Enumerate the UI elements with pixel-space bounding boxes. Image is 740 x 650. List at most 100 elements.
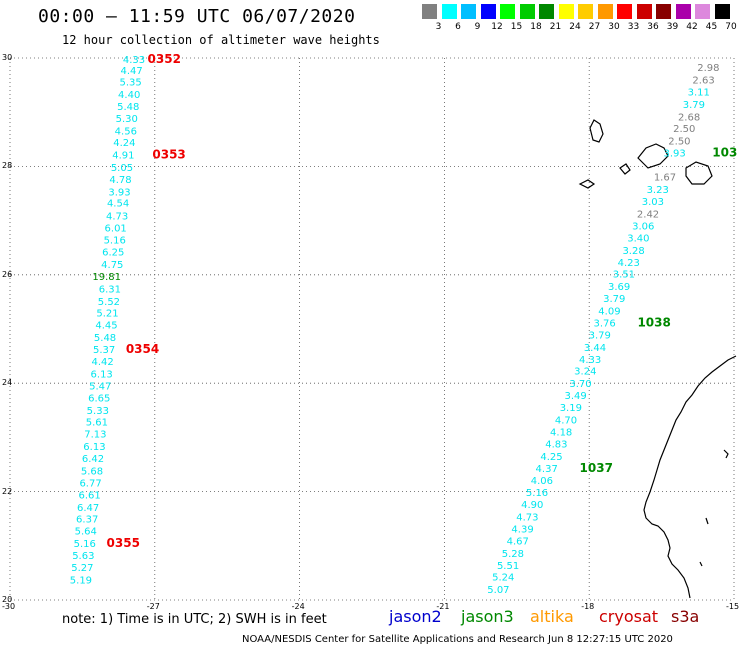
wave-height-value: 5.28 <box>502 549 524 560</box>
wave-height-value: 6.65 <box>88 393 110 404</box>
latitude-label: 20 <box>2 595 13 604</box>
track-east: 2.982.633.113.792.682.502.503.931.673.23… <box>487 63 719 596</box>
longitude-label: -15 <box>726 602 740 611</box>
scale-label: 39 <box>666 22 679 32</box>
wave-height-value: 4.67 <box>507 536 529 547</box>
satellite-jason3: jason3 <box>461 607 514 626</box>
satellite-jason2: jason2 <box>389 607 442 626</box>
island-gran-canaria <box>685 161 713 185</box>
scale-swatch <box>480 4 496 19</box>
wave-height-value: 3.49 <box>565 391 587 402</box>
scale-label: 27 <box>588 22 601 32</box>
wave-height-value: 3.24 <box>574 367 596 378</box>
wave-height-value: 4.90 <box>521 500 543 511</box>
wave-height-value: 5.27 <box>71 563 93 574</box>
scale-swatch <box>441 4 457 19</box>
wave-height-value: 2.63 <box>692 76 714 87</box>
scale-swatch <box>714 4 730 19</box>
wave-height-value: 5.33 <box>87 406 109 417</box>
scale-label: 21 <box>549 22 562 32</box>
wave-height-value: 4.83 <box>545 439 567 450</box>
longitude-label: -24 <box>291 602 305 611</box>
pass-time-label: 0352 <box>148 52 181 66</box>
pass-time-label: 1037 <box>580 461 613 475</box>
wave-height-value: 19.81 <box>92 272 121 283</box>
longitude-label: -21 <box>436 602 450 611</box>
wave-height-value: 4.42 <box>92 357 114 368</box>
wave-height-value: 6.47 <box>77 503 99 514</box>
coastline <box>578 119 737 599</box>
wave-height-value: 4.78 <box>109 175 131 186</box>
wave-height-value: 6.13 <box>91 369 113 380</box>
scale-swatch <box>558 4 574 19</box>
wave-height-value: 3.93 <box>663 148 685 159</box>
wave-height-value: 3.44 <box>584 343 606 354</box>
pass-times: 0352035303540355103103810371036 <box>107 52 738 550</box>
wave-height-value: 3.79 <box>603 294 625 305</box>
scale-label: 3 <box>435 22 442 32</box>
altimeter-tracks: 4.334.475.354.405.485.304.564.244.915.05… <box>70 55 720 596</box>
wave-height-value: 5.07 <box>487 585 509 596</box>
wave-height-value: 6.31 <box>99 284 121 295</box>
pass-time-label: 1038 <box>637 315 670 329</box>
wave-height-value: 6.37 <box>76 515 98 526</box>
island-la-gomera <box>619 163 631 175</box>
wave-height-value: 6.61 <box>78 490 100 501</box>
scale-swatch <box>519 4 535 19</box>
scale-swatch <box>461 4 476 19</box>
wave-height-value: 5.19 <box>70 575 92 586</box>
scale-swatch <box>578 4 593 19</box>
map-subtitle: 12 hour collection of altimeter wave hei… <box>62 33 380 47</box>
wave-height-value: 4.24 <box>113 138 135 149</box>
island-el-hierro <box>578 179 596 189</box>
wave-height-value: 3.79 <box>683 100 705 111</box>
wave-height-value: 4.33 <box>579 355 601 366</box>
satellite-altika: altika <box>530 607 574 626</box>
scale-label: 33 <box>627 22 640 32</box>
wave-height-value: 5.48 <box>94 333 116 344</box>
wave-height-value: 4.75 <box>101 260 123 271</box>
track-west: 4.334.475.354.405.485.304.564.244.915.05… <box>70 55 145 586</box>
wave-height-value: 5.16 <box>526 488 548 499</box>
wave-height-value: 4.23 <box>618 258 640 269</box>
satellite-s3a: s3a <box>671 607 700 626</box>
wave-height-value: 4.47 <box>120 66 142 77</box>
wave-height-value: 3.70 <box>569 379 591 390</box>
scale-label: 36 <box>647 22 659 32</box>
wave-height-value: 5.61 <box>86 418 108 429</box>
wave-height-value: 5.35 <box>120 77 142 88</box>
wave-height-value: 5.16 <box>74 539 96 550</box>
wave-height-value: 3.06 <box>632 221 654 232</box>
longitude-label: -30 <box>2 602 16 611</box>
scale-swatch <box>617 4 632 19</box>
wave-height-value: 4.73 <box>106 212 128 223</box>
scale-label: 6 <box>455 22 461 32</box>
wave-height-value: 5.05 <box>111 163 133 174</box>
wave-height-value: 2.50 <box>668 136 690 147</box>
wave-height-value: 4.18 <box>550 427 572 438</box>
scale-label: 70 <box>725 22 737 32</box>
scale-swatch <box>500 4 515 19</box>
wave-height-value: 6.13 <box>83 442 105 453</box>
scale-swatch <box>675 4 691 19</box>
legend-note: note: 1) Time is in UTC; 2) SWH is in fe… <box>62 612 327 627</box>
wave-height-value: 4.45 <box>95 321 117 332</box>
footer-credit: NOAA/NESDIS Center for Satellite Applica… <box>242 634 673 645</box>
wave-height-value: 5.16 <box>104 236 126 247</box>
satellite-cryosat: cryosat <box>599 607 659 626</box>
wave-height-value: 5.52 <box>98 297 120 308</box>
wave-height-value: 7.13 <box>84 430 106 441</box>
wave-height-value: 5.64 <box>75 527 97 538</box>
pass-time-label: 0353 <box>152 147 185 161</box>
wave-height-value: 4.37 <box>536 464 558 475</box>
wave-height-value: 2.98 <box>697 63 719 74</box>
wave-height-value: 6.25 <box>102 247 124 258</box>
wave-height-value: 4.56 <box>115 127 137 138</box>
latitude-label: 22 <box>2 486 13 496</box>
wave-height-value: 1.67 <box>654 173 676 184</box>
scale-swatch <box>597 4 613 19</box>
wave-height-value: 5.48 <box>117 102 139 113</box>
scale-swatch <box>539 4 554 19</box>
scale-label: 42 <box>686 22 698 32</box>
